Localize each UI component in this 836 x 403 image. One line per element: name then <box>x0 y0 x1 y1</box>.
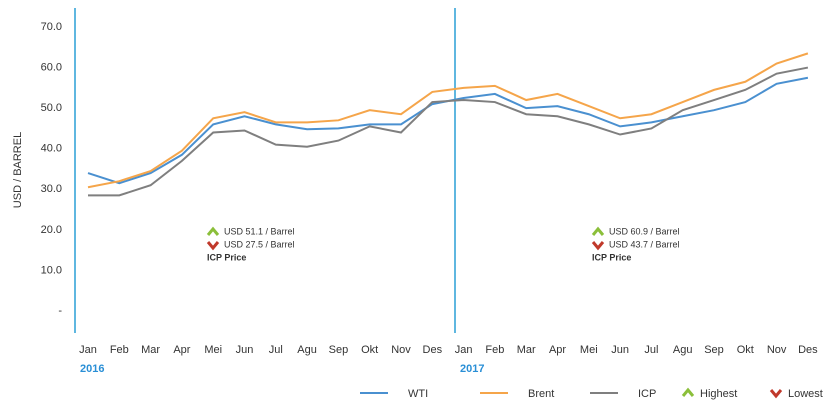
x-tick-label: Jul <box>644 344 658 356</box>
annotation-label: ICP Price <box>592 252 631 262</box>
x-tick-label: Feb <box>110 344 129 356</box>
x-tick-label: Mar <box>517 344 536 356</box>
y-tick-label: - <box>58 305 62 317</box>
x-tick-label: Mar <box>141 344 160 356</box>
x-tick-label: Okt <box>361 344 378 356</box>
x-tick-label: Jul <box>269 344 283 356</box>
x-tick-label: Okt <box>737 344 754 356</box>
x-tick-label: Jan <box>79 344 97 356</box>
y-tick-label: 30.0 <box>41 183 62 195</box>
lowest-icon <box>769 389 783 399</box>
lowest-icon <box>206 241 220 251</box>
x-tick-label: Apr <box>173 344 190 356</box>
lowest-icon <box>591 241 605 251</box>
y-tick-label: 60.0 <box>41 61 62 73</box>
x-tick-label: Des <box>423 344 443 356</box>
x-tick-label: Jan <box>455 344 473 356</box>
y-tick-label: 40.0 <box>41 143 62 155</box>
x-tick-label: Jun <box>611 344 629 356</box>
series-line <box>88 66 809 197</box>
y-tick-label: 20.0 <box>41 224 62 236</box>
x-tick-label: Jun <box>236 344 254 356</box>
y-tick-label: 70.0 <box>41 21 62 33</box>
legend-label: Brent <box>528 388 554 400</box>
x-tick-label: Nov <box>391 344 411 356</box>
x-tick-label: Des <box>798 344 818 356</box>
legend-label: Highest <box>700 388 737 400</box>
x-tick-label: Sep <box>704 344 724 356</box>
year-label: 2016 <box>80 363 104 375</box>
y-axis-label: USD / BARREL <box>12 132 24 208</box>
annotation-highest: USD 51.1 / Barrel <box>224 226 295 236</box>
legend-label: ICP <box>638 388 656 400</box>
legend-label: Lowest <box>788 388 823 400</box>
y-tick-label: 50.0 <box>41 102 62 114</box>
highest-icon <box>591 226 605 236</box>
annotation-lowest: USD 43.7 / Barrel <box>609 239 680 249</box>
annotation-label: ICP Price <box>207 252 246 262</box>
x-tick-label: Agu <box>673 344 693 356</box>
annotation-highest: USD 60.9 / Barrel <box>609 226 680 236</box>
x-tick-label: Agu <box>297 344 317 356</box>
x-tick-label: Mei <box>204 344 222 356</box>
year-label: 2017 <box>460 363 484 375</box>
x-tick-label: Apr <box>549 344 566 356</box>
y-tick-label: 10.0 <box>41 264 62 276</box>
x-tick-label: Nov <box>767 344 787 356</box>
x-tick-label: Feb <box>485 344 504 356</box>
annotation-lowest: USD 27.5 / Barrel <box>224 239 295 249</box>
highest-icon <box>681 387 695 397</box>
highest-icon <box>206 226 220 236</box>
legend-label: WTI <box>408 388 428 400</box>
series-line <box>87 52 809 189</box>
x-tick-label: Sep <box>329 344 349 356</box>
series-line <box>87 76 809 185</box>
x-tick-label: Mei <box>580 344 598 356</box>
